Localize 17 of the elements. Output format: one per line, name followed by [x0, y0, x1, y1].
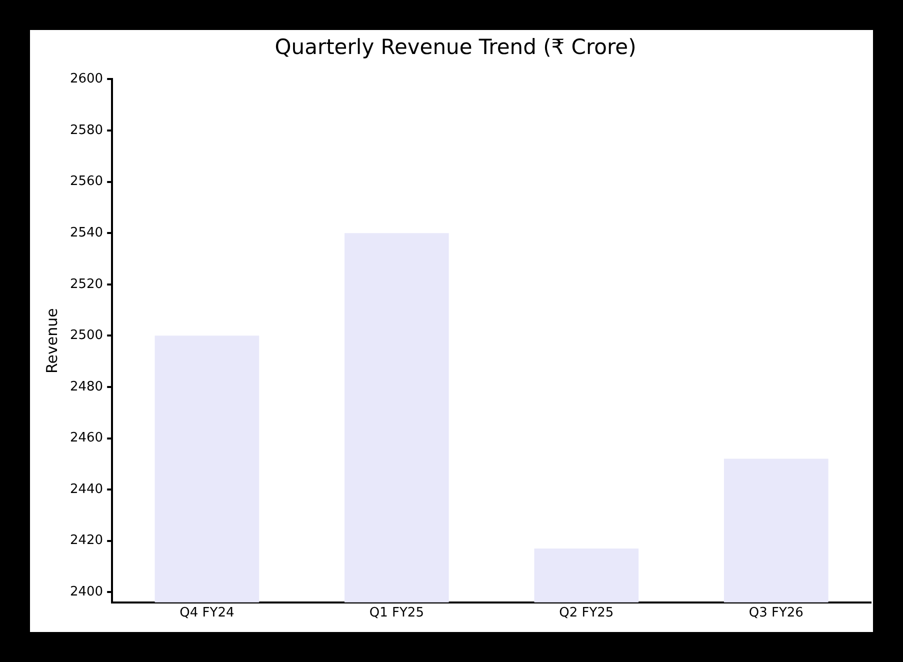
- x-tick-label: Q2 FY25: [559, 606, 614, 621]
- x-tick-label: Q3 FY26: [748, 606, 804, 621]
- y-tick-label: 2480: [70, 379, 104, 394]
- y-tick-label: 2460: [70, 430, 104, 446]
- y-tick-label: 2600: [70, 72, 104, 87]
- y-tick-label: 2440: [70, 482, 104, 497]
- y-tick-label: 2400: [70, 584, 104, 600]
- y-tick-label: 2540: [70, 225, 104, 240]
- y-tick-label: 2500: [70, 328, 104, 344]
- y-tick-label: 2420: [70, 533, 104, 548]
- x-tick-label: Q1 FY25: [369, 606, 424, 621]
- y-tick-label: 2520: [70, 276, 104, 292]
- y-tick-label: 2560: [70, 174, 104, 190]
- y-axis-title: Revenue: [42, 308, 61, 374]
- x-tick-label: Q4 FY24: [180, 606, 234, 621]
- y-tick-label: 2580: [70, 122, 104, 138]
- chart-title: Quarterly Revenue Trend (₹ Crore): [274, 35, 636, 60]
